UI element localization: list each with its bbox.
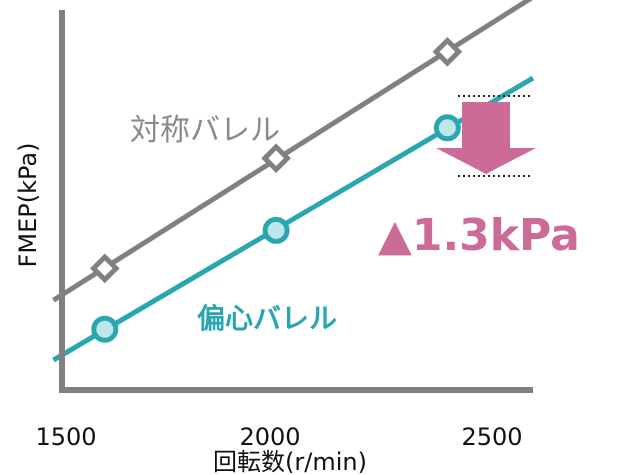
- x-tick-label: 1500: [35, 423, 96, 451]
- delta-annotation: ▲1.3kPa: [378, 210, 580, 261]
- y-axis-title: FMEP(kPa): [14, 143, 42, 268]
- data-point-s0-0: [89, 253, 120, 284]
- series-label-offset: 偏心バレル: [197, 302, 337, 335]
- x-tick-label: 2500: [461, 423, 522, 451]
- down-arrow: [436, 102, 536, 174]
- data-point-s0-1: [261, 143, 291, 174]
- data-point-s0-2: [432, 36, 463, 67]
- series-label-symmetric: 対称バレル: [130, 113, 280, 148]
- data-point-s1-0: [91, 315, 119, 343]
- data-point-s1-2: [433, 114, 461, 142]
- x-tick-label: 2000: [239, 423, 300, 451]
- x-axis-title: 回転数(r/min): [213, 448, 367, 475]
- data-point-s1-1: [262, 216, 290, 244]
